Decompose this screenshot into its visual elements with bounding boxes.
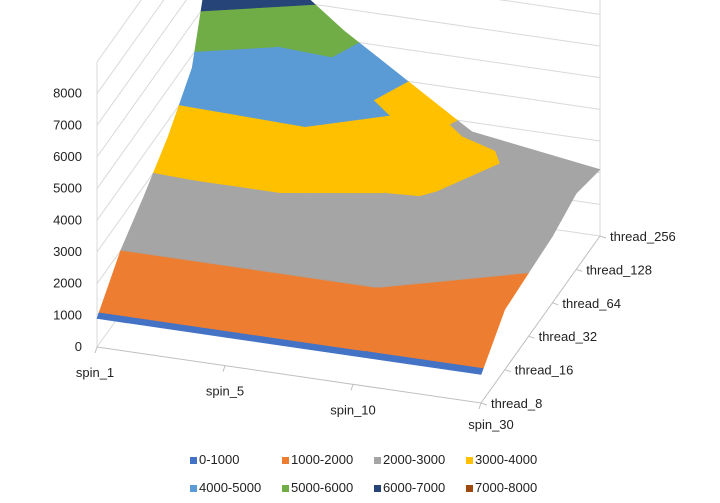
z-axis-tick-labels: 0 1000 2000 3000 4000 5000 6000 7000 8000 [53,86,82,354]
legend-swatch [190,457,197,464]
y-tick-label: thread_16 [515,363,574,378]
legend-item: 3000-4000 [466,452,537,467]
legend-swatch [374,457,381,464]
surface-band-3000-4000 [194,151,297,194]
surface-band-1000-2000 [238,287,378,350]
legend-swatch [282,457,289,464]
y-tick-mark [599,235,607,239]
legend: 0-1000 1000-2000 2000-3000 3000-4000 4000-50… [190,452,537,495]
surface-band-1000-2000 [110,268,250,332]
z-tick-label: 5000 [53,181,82,196]
x-tick-mark [478,402,482,410]
legend-swatch [374,485,381,492]
y-tick-label: thread_64 [562,296,621,311]
z-tick-label: 6000 [53,149,82,164]
x-tick-mark [350,384,354,391]
legend-label: 2000-3000 [383,452,445,467]
y-tick-label: thread_8 [491,396,542,411]
legend-label: 3000-4000 [475,452,537,467]
y-tick-label: thread_32 [539,329,598,344]
y-tick-label: thread_256 [610,229,676,244]
y-tick-mark [552,302,559,306]
z-tick-label: 3000 [53,244,82,259]
legend-label: 6000-7000 [383,480,445,495]
legend-swatch [190,485,197,492]
legend-item: 0-1000 [190,452,239,467]
surface-band-4000-5000 [231,82,321,127]
z-tick-label: 7000 [53,117,82,132]
legend-label: 7000-8000 [475,480,537,495]
x-tick-label: spin_10 [330,402,376,417]
x-tick-label: spin_5 [206,384,244,399]
legend-swatch [282,485,289,492]
y-tick-mark [504,369,511,373]
y-tick-mark [480,402,488,406]
z-tick-label: 0 [75,339,82,354]
y-tick-mark [576,268,583,272]
legend-item: 5000-6000 [282,480,353,495]
legend-label: 4000-5000 [199,480,261,495]
legend-item: 2000-3000 [374,452,445,467]
surface-band-5000-6000 [278,30,345,58]
surface-band-3000-4000 [386,185,425,197]
surface-band-2000-3000 [376,272,529,288]
x-axis-tick-labels: spin_1 spin_5 spin_10 spin_30 [76,365,514,432]
legend-swatch [466,485,473,492]
legend-item: 6000-7000 [374,480,445,495]
z-gridline [96,0,165,94]
surface-band-6000-7000 [200,0,316,12]
surface-band-1000-2000 [367,309,506,369]
y-tick-mark [528,335,535,339]
z-tick-label: 4000 [53,212,82,227]
x-tick-mark [222,365,226,372]
z-tick-label: 8000 [53,86,82,101]
x-tick-label: spin_1 [76,365,114,380]
z-gridline [96,0,601,158]
legend-label: 0-1000 [199,452,239,467]
x-tick-mark [94,346,98,354]
legend-item: 4000-5000 [190,480,261,495]
legend-label: 5000-6000 [291,480,353,495]
y-axis-tick-labels: thread_8 thread_16 thread_32 thread_64 threa… [491,229,676,411]
z-tick-label: 1000 [53,307,82,322]
surface-band-2000-3000 [120,249,250,270]
z-tick-label: 2000 [53,276,82,291]
y-tick-label: thread_128 [586,262,652,277]
x-tick-label: spin_30 [468,417,514,432]
surface-plot [96,0,601,375]
legend-item: 1000-2000 [282,452,353,467]
legend-item: 7000-8000 [466,480,537,495]
legend-swatch [466,457,473,464]
legend-label: 1000-2000 [291,452,353,467]
z-gridline [96,0,601,126]
z-gridline-top [96,0,142,63]
